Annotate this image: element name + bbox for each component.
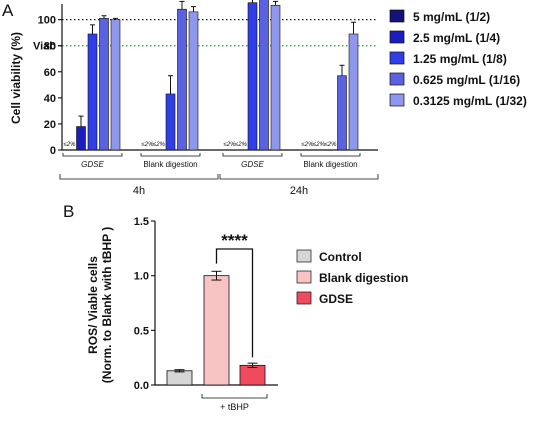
group-label-4: Blank digestion — [303, 160, 357, 169]
y-tick-label-60: 60 — [44, 67, 56, 79]
treatment-label: + tBHP — [220, 402, 249, 412]
bar-1-4 — [99, 18, 109, 151]
legend-swatch-3 — [389, 51, 405, 65]
group-label-1: GDSE — [81, 160, 104, 169]
time-label-24h: 24h — [290, 185, 308, 197]
legend-swatch-5 — [389, 93, 405, 107]
below-detection-label: ≤2% — [325, 142, 338, 148]
bar-3-4 — [259, 0, 269, 151]
b-bar-control — [166, 370, 193, 386]
b-bar-gdse — [239, 364, 266, 386]
below-detection-label: ≤2% — [142, 142, 155, 148]
below-detection-label: ≤2% — [235, 142, 248, 148]
b-legend-swatch-3 — [296, 291, 312, 305]
below-detection-label: ≤2% — [153, 142, 166, 148]
time-bracket-24h — [219, 174, 379, 180]
legend-label-4: 0.625 mg/mL (1/16) — [413, 73, 520, 87]
bar-2-3 — [165, 93, 176, 151]
bar-1-2 — [76, 126, 86, 151]
below-detection-label: ≤2% — [313, 142, 326, 148]
b-legend-label-1: Control — [319, 250, 362, 264]
below-detection-label: ≤2% — [302, 142, 315, 148]
b-legend-label-3: GDSE — [319, 292, 353, 306]
legend-swatch-2 — [389, 30, 405, 44]
group-label-3: GDSE — [241, 160, 264, 169]
significance-bracket — [215, 248, 254, 358]
b-legend-swatch-1 — [296, 249, 312, 263]
bar-2-5 — [188, 11, 199, 151]
b-y-tick-label-3: 1.5 — [134, 216, 149, 228]
legend-label-2: 2.5 mg/mL (1/4) — [413, 31, 500, 45]
group-bracket-1 — [62, 153, 123, 157]
significance-label: **** — [221, 231, 248, 250]
panel-b-legend: Control Blank digestion GDSE — [296, 249, 408, 306]
b-legend-label-2: Blank digestion — [319, 271, 408, 285]
y-tick-label-80: 80 — [44, 41, 56, 53]
b-y-tick-label-2: 1.0 — [134, 271, 149, 283]
legend-label-3: 1.25 mg/mL (1/8) — [413, 52, 507, 66]
time-bracket-4h — [59, 174, 219, 180]
b-bar-blank-digestion — [203, 275, 230, 386]
y-tick-label-100: 100 — [38, 15, 56, 27]
y-tick-label-0: 0 — [50, 145, 56, 157]
bar-1-5 — [110, 19, 121, 151]
y-tick-label-40: 40 — [44, 93, 56, 105]
panel-b-letter: B — [63, 202, 74, 221]
treatment-bracket — [201, 394, 268, 399]
y-tick-label-20: 20 — [44, 119, 56, 131]
bar-2-4 — [177, 8, 187, 151]
time-label-4h: 4h — [133, 185, 145, 197]
bar-4-5 — [348, 33, 359, 151]
b-legend-swatch-2 — [296, 270, 312, 284]
below-detection-label: ≤2% — [224, 142, 237, 148]
b-y-tick-label-0: 0.0 — [134, 380, 149, 392]
panel-a-legend: 5 mg/mL (1/2) 2.5 mg/mL (1/4) 1.25 mg/mL (… — [389, 9, 527, 108]
bar-4-4 — [337, 75, 347, 151]
panel-b-chart: 0.0 0.5 1.0 1.5 **** + tBHP — [134, 216, 278, 412]
group-bracket-3 — [222, 153, 283, 157]
bar-3-3 — [247, 2, 258, 151]
legend-label-1: 5 mg/mL (1/2) — [413, 10, 490, 24]
panel-a-letter: A — [2, 1, 14, 20]
bar-1-3 — [87, 33, 98, 151]
group-bracket-4 — [300, 153, 361, 157]
y-tick-label-viab: Viab — [33, 41, 56, 53]
below-detection-label: ≤2% — [64, 142, 77, 148]
panel-a-y-axis-title: Cell viability (%) — [9, 32, 23, 124]
group-bracket-2 — [140, 153, 201, 157]
group-label-2: Blank digestion — [143, 160, 197, 169]
legend-label-5: 0.3125 mg/mL (1/32) — [413, 94, 527, 108]
panel-b-y-axis-title-line1: ROS/ Viable cells — [86, 256, 100, 354]
legend-swatch-1 — [389, 9, 405, 23]
b-y-tick-label-1: 0.5 — [134, 325, 149, 337]
legend-swatch-4 — [389, 72, 405, 86]
panel-b-y-axis-title-line2: (Norm. to Blank with tBHP ) — [100, 227, 114, 383]
bar-3-5 — [270, 5, 281, 151]
